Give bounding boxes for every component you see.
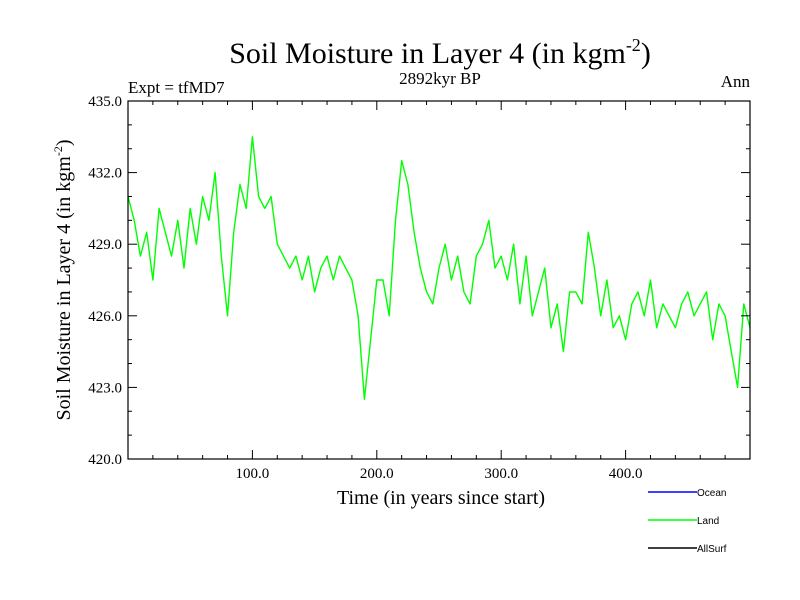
- season-label: Ann: [721, 72, 751, 91]
- y-tick-label: 423.0: [88, 380, 122, 396]
- x-tick-label: 100.0: [236, 466, 270, 482]
- chart-title-close: ): [641, 37, 651, 70]
- legend-label-ocean: Ocean: [697, 488, 726, 499]
- x-tick-label: 300.0: [484, 466, 518, 482]
- x-tick-label: 400.0: [609, 466, 643, 482]
- chart-title-main: Soil Moisture in Layer 4 (in kgm: [229, 37, 626, 70]
- y-axis-label-sup: -2: [51, 146, 65, 156]
- legend-label-land: Land: [697, 516, 719, 527]
- y-tick-label: 435.0: [88, 94, 122, 110]
- x-axis-label: Time (in years since start): [337, 487, 545, 509]
- chart-subtitle: 2892kyr BP: [399, 69, 481, 88]
- y-tick-label: 432.0: [88, 166, 122, 182]
- chart-title: Soil Moisture in Layer 4 (in kgm-2): [229, 35, 651, 70]
- y-tick-label: 420.0: [88, 452, 122, 468]
- plot-area: 100.0 200.0 300.0 400.0 420.0 423.0 426.0 429.0…: [88, 94, 751, 482]
- y-axis-label-close: ): [53, 139, 75, 146]
- x-tick-label: 200.0: [360, 466, 394, 482]
- legend: Ocean Land AllSurf: [648, 488, 727, 555]
- series-line-land: [127, 136, 751, 400]
- experiment-label: Expt = tfMD7: [128, 78, 225, 97]
- y-axis-label-main: Soil Moisture in Layer 4 (in kgm: [53, 156, 75, 421]
- y-tick-label: 426.0: [88, 309, 122, 325]
- plot-frame: [127, 100, 751, 460]
- y-axis-label: Soil Moisture in Layer 4 (in kgm-2): [51, 139, 75, 420]
- chart-title-sup: -2: [626, 35, 641, 55]
- y-tick-label: 429.0: [88, 237, 122, 253]
- legend-label-allsurf: AllSurf: [697, 544, 727, 555]
